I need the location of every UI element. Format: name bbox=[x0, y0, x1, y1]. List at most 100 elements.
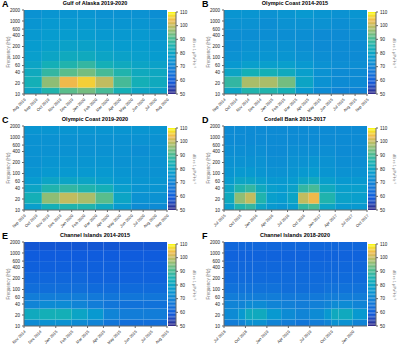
svg-text:Dec 2014: Dec 2014 bbox=[27, 329, 43, 345]
svg-text:1000: 1000 bbox=[210, 135, 221, 140]
svg-text:60: 60 bbox=[15, 295, 21, 300]
svg-text:400: 400 bbox=[12, 149, 20, 154]
svg-text:100: 100 bbox=[212, 55, 220, 60]
svg-text:Frequency (Hz): Frequency (Hz) bbox=[6, 152, 11, 184]
svg-text:200: 200 bbox=[212, 276, 220, 281]
svg-text:600: 600 bbox=[212, 259, 220, 264]
svg-text:60: 60 bbox=[215, 179, 221, 184]
svg-text:80: 80 bbox=[380, 51, 386, 56]
svg-text:70: 70 bbox=[380, 180, 386, 185]
svg-text:Nov 2014: Nov 2014 bbox=[11, 329, 27, 345]
svg-text:70: 70 bbox=[180, 180, 186, 185]
svg-text:Jul 2015: Jul 2015 bbox=[212, 213, 227, 228]
svg-text:Feb 2015: Feb 2015 bbox=[59, 329, 75, 345]
svg-text:400: 400 bbox=[212, 33, 220, 38]
svg-text:110: 110 bbox=[380, 242, 388, 247]
svg-text:dB re 1 μPa²Hz⁻¹: dB re 1 μPa²Hz⁻¹ bbox=[392, 38, 397, 68]
svg-text:60: 60 bbox=[215, 295, 221, 300]
svg-text:Jan 2019: Jan 2019 bbox=[254, 329, 270, 345]
svg-text:1000: 1000 bbox=[210, 251, 221, 256]
svg-text:Frequency (Hz): Frequency (Hz) bbox=[6, 36, 11, 68]
svg-text:May 2015: May 2015 bbox=[106, 329, 123, 346]
svg-text:1000: 1000 bbox=[10, 135, 21, 140]
svg-text:Apr 2017: Apr 2017 bbox=[323, 213, 339, 229]
svg-text:Frequency (Hz): Frequency (Hz) bbox=[6, 268, 11, 300]
svg-text:Jan 2020: Jan 2020 bbox=[340, 329, 356, 345]
svg-text:1000: 1000 bbox=[10, 251, 21, 256]
svg-text:20: 20 bbox=[215, 81, 221, 86]
svg-text:Jul 2019: Jul 2019 bbox=[298, 329, 313, 344]
svg-text:200: 200 bbox=[12, 44, 20, 49]
svg-text:60: 60 bbox=[15, 63, 21, 68]
svg-text:50: 50 bbox=[180, 92, 186, 96]
svg-text:Jan 2017: Jan 2017 bbox=[307, 213, 323, 229]
svg-text:Mar 2015: Mar 2015 bbox=[75, 329, 91, 345]
svg-text:90: 90 bbox=[380, 37, 386, 42]
svg-text:dB re 1 μPa²Hz⁻¹: dB re 1 μPa²Hz⁻¹ bbox=[392, 270, 397, 300]
svg-text:110: 110 bbox=[380, 10, 388, 15]
svg-text:90: 90 bbox=[180, 37, 186, 42]
svg-text:40: 40 bbox=[15, 70, 21, 75]
svg-text:20: 20 bbox=[15, 313, 21, 318]
svg-text:Frequency (Hz): Frequency (Hz) bbox=[206, 268, 211, 300]
svg-text:60: 60 bbox=[180, 194, 186, 199]
svg-text:40: 40 bbox=[215, 186, 221, 191]
svg-text:80: 80 bbox=[380, 283, 386, 288]
svg-text:600: 600 bbox=[212, 27, 220, 32]
svg-text:90: 90 bbox=[180, 269, 186, 274]
svg-text:90: 90 bbox=[380, 269, 386, 274]
svg-text:100: 100 bbox=[180, 255, 188, 260]
svg-text:80: 80 bbox=[180, 167, 186, 172]
svg-text:70: 70 bbox=[380, 296, 386, 301]
svg-text:200: 200 bbox=[212, 44, 220, 49]
svg-text:400: 400 bbox=[12, 265, 20, 270]
svg-text:100: 100 bbox=[380, 255, 388, 260]
svg-text:40: 40 bbox=[215, 302, 221, 307]
svg-text:Apr 2015: Apr 2015 bbox=[91, 329, 107, 345]
svg-text:20: 20 bbox=[215, 313, 221, 318]
svg-text:100: 100 bbox=[12, 55, 20, 60]
svg-text:110: 110 bbox=[180, 242, 188, 247]
svg-text:110: 110 bbox=[180, 126, 188, 131]
svg-text:Frequency (Hz): Frequency (Hz) bbox=[206, 152, 211, 184]
svg-text:80: 80 bbox=[180, 283, 186, 288]
svg-text:Aug 2015: Aug 2015 bbox=[154, 329, 170, 345]
svg-text:110: 110 bbox=[180, 10, 188, 15]
svg-text:Apr 2019: Apr 2019 bbox=[276, 329, 292, 345]
svg-text:10: 10 bbox=[15, 324, 21, 329]
svg-text:50: 50 bbox=[380, 92, 386, 96]
svg-text:400: 400 bbox=[212, 265, 220, 270]
svg-text:100: 100 bbox=[212, 171, 220, 176]
svg-text:Aug 2020: Aug 2020 bbox=[154, 97, 170, 113]
svg-text:100: 100 bbox=[180, 23, 188, 28]
svg-text:200: 200 bbox=[12, 276, 20, 281]
svg-text:110: 110 bbox=[380, 126, 388, 131]
svg-text:60: 60 bbox=[380, 194, 386, 199]
svg-text:10: 10 bbox=[215, 208, 221, 213]
svg-text:2000: 2000 bbox=[10, 8, 21, 13]
svg-text:90: 90 bbox=[380, 153, 386, 158]
svg-text:50: 50 bbox=[180, 324, 186, 328]
svg-text:60: 60 bbox=[215, 63, 221, 68]
svg-text:100: 100 bbox=[12, 287, 20, 292]
svg-text:Oct 2018: Oct 2018 bbox=[233, 329, 249, 345]
svg-text:Sep 2015: Sep 2015 bbox=[354, 97, 370, 113]
svg-text:1000: 1000 bbox=[210, 19, 221, 24]
svg-text:Jul 2015: Jul 2015 bbox=[140, 329, 155, 344]
svg-text:Jan 2015: Jan 2015 bbox=[43, 329, 59, 345]
svg-text:Jun 2015: Jun 2015 bbox=[319, 97, 335, 113]
svg-text:10: 10 bbox=[215, 324, 221, 329]
svg-text:2000: 2000 bbox=[210, 124, 221, 129]
svg-text:100: 100 bbox=[380, 23, 388, 28]
svg-text:Jun 2020: Jun 2020 bbox=[131, 97, 147, 113]
svg-text:10: 10 bbox=[215, 92, 221, 97]
svg-text:Jun 2015: Jun 2015 bbox=[123, 329, 139, 345]
svg-text:400: 400 bbox=[212, 149, 220, 154]
svg-text:20: 20 bbox=[215, 197, 221, 202]
svg-text:80: 80 bbox=[380, 167, 386, 172]
svg-text:100: 100 bbox=[12, 171, 20, 176]
svg-text:100: 100 bbox=[180, 139, 188, 144]
svg-text:dB re 1 μPa²Hz⁻¹: dB re 1 μPa²Hz⁻¹ bbox=[192, 154, 197, 184]
svg-text:Jul 2016: Jul 2016 bbox=[276, 213, 291, 228]
svg-text:dB re 1 μPa²Hz⁻¹: dB re 1 μPa²Hz⁻¹ bbox=[192, 270, 197, 300]
